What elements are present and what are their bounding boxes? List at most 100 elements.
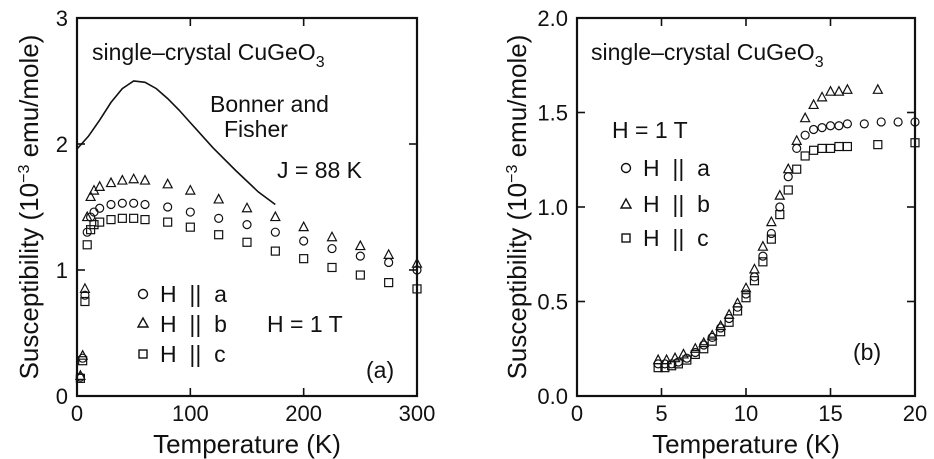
panel-b-triangle-point <box>706 329 718 340</box>
panel-b-x-tick-label: 15 <box>818 401 842 426</box>
panel-a-circle-point <box>214 213 224 223</box>
panel-a-circle-point <box>140 199 150 210</box>
panel-a-square-point <box>412 284 422 294</box>
panel-b-triangle-point <box>799 111 811 123</box>
panel-a-sample-title: single–crystal CuGeO3 <box>92 39 325 71</box>
panel-b-circle-point <box>842 119 853 129</box>
panel-b-square-point <box>707 336 717 346</box>
panel-a-x-tick-label: 0 <box>71 401 83 426</box>
panel-a-triangle-point <box>184 184 196 195</box>
panel-a-triangle-point <box>77 349 89 360</box>
panel-a-square-point <box>384 278 394 288</box>
panel-b-y-axis-title: Susceptibility (10−3 emu/mole) <box>502 35 532 380</box>
panel-b-circle-point <box>893 117 903 127</box>
panel-b-square-point <box>834 141 844 152</box>
panel-a-y-tick-label: 1 <box>56 258 68 283</box>
panel-b-circle-point <box>825 121 836 131</box>
panel-b-triangle-point <box>757 240 769 251</box>
panel-b-square-point <box>766 234 776 244</box>
panel-b-triangle-point <box>689 342 701 353</box>
panel-a-circle-point <box>327 243 337 254</box>
panel-b-y-tick-label: 0.5 <box>537 290 568 315</box>
panel-a-circle-point <box>185 207 195 217</box>
panel-b-circle-point <box>800 130 810 140</box>
panel-a-circle-point <box>270 227 280 237</box>
panel-a-square-point <box>106 215 116 225</box>
panel-b-circle-point <box>817 123 827 133</box>
panel-a-legend-b: H || b <box>160 311 227 337</box>
legend-square-marker <box>621 233 631 243</box>
panel-a-y-tick-label: 2 <box>56 132 68 157</box>
panel-a-x-tick-label: 300 <box>399 401 436 426</box>
panel-a-panel-label: (a) <box>366 357 394 383</box>
panel-a-triangle-point <box>269 210 281 222</box>
panel-a-square-point <box>299 254 309 264</box>
legend-triangle-marker <box>619 197 633 209</box>
panel-b-triangle-point <box>816 91 828 102</box>
panel-a-y-tick-label: 3 <box>56 6 68 31</box>
panel-a-square-point <box>214 230 224 240</box>
panel-a-x-axis-title: Temperature (K) <box>153 429 341 459</box>
panel-b-circle-point <box>783 172 793 182</box>
panel-a-circle-point <box>355 251 365 261</box>
panel-b-panel-label: (b) <box>853 339 881 365</box>
panel-b-square-point <box>775 209 785 220</box>
panel-a-y-axis-title: Susceptibility (10−3 emu/mole) <box>14 35 44 380</box>
panel-a-triangle-point <box>128 172 140 184</box>
panel-a-legend-a: H || a <box>160 281 227 307</box>
panel-a-triangle-point <box>411 257 423 268</box>
panel-b-square-point <box>910 138 920 148</box>
panel-b-square-point <box>660 363 670 373</box>
panel-b-triangle-point <box>748 263 760 274</box>
panel-b-circle-point <box>775 202 785 212</box>
panel-a-triangle-point <box>116 174 128 185</box>
panel-b-x-axis-title: Temperature (K) <box>652 429 840 459</box>
panel-b-ticks: 0 5 10 15 20 0.0 0.5 1.0 1.5 2.0 <box>537 6 927 426</box>
panel-b-triangle-point <box>715 319 727 331</box>
panel-b-triangle-point <box>841 83 853 94</box>
panel-b-square-point <box>792 164 802 174</box>
panel-b-square-point <box>667 361 677 371</box>
panel-b-square-point <box>682 355 692 365</box>
panel-a-triangle-point <box>85 190 97 202</box>
panel-b-square-point <box>699 344 709 354</box>
panel-b-circle-point <box>766 228 776 239</box>
panel-a-square-point <box>185 222 195 232</box>
panel-a-chart: 0 100 200 300 0 1 2 3 single–crystal CuGeO3 Bon… <box>14 6 435 459</box>
panel-a-square-point <box>129 213 139 223</box>
panel-a-square-point <box>95 217 105 227</box>
panel-a-triangle-point <box>139 174 151 185</box>
panel-a-circle-point <box>242 220 252 230</box>
panel-a-circle-point <box>163 202 173 212</box>
panel-b-triangle-point <box>740 281 752 293</box>
panel-b-y-tick-label: 2.0 <box>537 6 568 31</box>
panel-a-triangle-point <box>79 282 91 293</box>
panel-a-field-label: H = 1 T <box>267 311 343 337</box>
panel-b-circle-point <box>808 124 819 135</box>
panel-b-sample-title: single–crystal CuGeO3 <box>591 39 824 71</box>
panel-a-triangle-point <box>383 248 395 259</box>
panel-b-triangle-point <box>765 215 777 227</box>
panel-a-triangle-point <box>326 230 338 242</box>
panel-b-circle-point <box>792 143 802 154</box>
panel-b-legend-b: H || b <box>643 191 710 217</box>
panel-a-circle-point <box>412 265 422 275</box>
panel-a-y-tick-label: 0 <box>56 384 68 409</box>
panel-b-x-tick-label: 10 <box>734 401 758 426</box>
panel-b-triangle-point <box>872 83 884 94</box>
panel-b-chart: 0 5 10 15 20 0.0 0.5 1.0 1.5 2.0 single–crystal C… <box>502 6 927 459</box>
panel-b-y-tick-label: 1.0 <box>537 195 568 220</box>
panel-a-square-point <box>327 262 337 273</box>
panel-b-square-point <box>653 363 663 373</box>
panel-a-circle-point <box>106 199 116 210</box>
panel-a-square-point <box>117 213 127 223</box>
theory-label-line1: Bonner and <box>210 91 329 117</box>
panel-b-circle-point <box>876 117 886 127</box>
panel-b-triangle-point <box>808 98 820 110</box>
panel-a-triangle-point <box>213 193 225 204</box>
panel-b-x-tick-label: 0 <box>571 401 583 426</box>
panel-a-triangle-point <box>162 178 174 189</box>
panel-a-triangle-point <box>94 180 106 191</box>
panel-b-triangle-point <box>833 85 845 96</box>
